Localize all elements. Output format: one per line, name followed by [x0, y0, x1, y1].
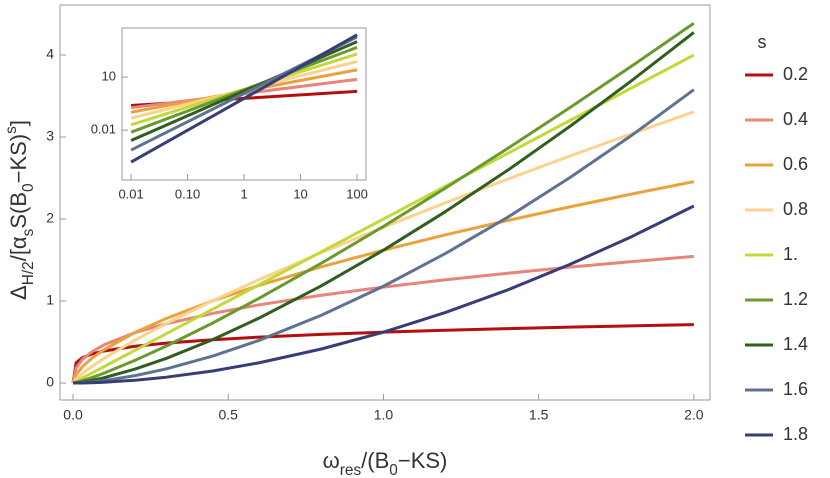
y-axis-label: ΔH/2/[αsS(B0−KS)s]: [3, 120, 37, 300]
legend-label: 1.2: [783, 289, 808, 309]
x-axis-label: ωres/(B0−KS): [323, 448, 448, 478]
y-axis-label-part: S(B: [6, 192, 31, 229]
x-axis-label-part: 0: [389, 462, 398, 478]
legend-label: 0.4: [783, 109, 808, 129]
series-line: [72, 22, 695, 385]
y-tick-label: 1: [46, 292, 54, 308]
x-tick-label: 0.0: [63, 407, 83, 423]
series-line: [73, 204, 695, 385]
y-axis-label-part: s: [20, 228, 37, 236]
x-axis-label-part: ω: [323, 448, 340, 473]
legend-label: 1.4: [783, 334, 808, 354]
x-tick-label: 0.10: [175, 186, 200, 201]
y-axis-label-part: s: [3, 126, 20, 134]
series-line: [130, 33, 358, 164]
series-line: [71, 180, 695, 384]
y-axis-label-part: −KS): [6, 134, 31, 184]
y-axis-label-part: 0: [20, 183, 37, 192]
x-tick-label: 100: [346, 186, 368, 201]
legend-title: s: [758, 32, 767, 52]
y-axis-label-part: Δ: [6, 285, 31, 300]
plot-area: [71, 22, 695, 385]
y-axis-label-part: H/2: [20, 261, 37, 285]
legend-label: 1.: [783, 244, 798, 264]
plot-area: [130, 33, 358, 164]
x-axis-label-part: −KS): [398, 448, 448, 473]
legend-label: 0.6: [783, 154, 808, 174]
series-line: [130, 40, 358, 142]
series-line: [72, 53, 695, 385]
legend-label: 0.8: [783, 199, 808, 219]
y-tick-label: 0.01: [91, 122, 116, 137]
x-axis-label-part: /(B: [361, 448, 389, 473]
x-tick-label: 1.0: [374, 407, 394, 423]
y-tick-label: 10: [102, 69, 116, 84]
y-tick-label: 4: [46, 46, 54, 62]
x-tick-label: 0.01: [118, 186, 143, 201]
legend-label: 0.2: [783, 64, 808, 84]
x-tick-label: 0.5: [219, 407, 239, 423]
legend-label: 1.6: [783, 379, 808, 399]
series-line: [71, 110, 695, 384]
x-tick-label: 2.0: [684, 407, 704, 423]
y-tick-label: 2: [46, 210, 54, 226]
legend-label: 1.8: [783, 424, 808, 444]
y-axis-label-part: /[α: [6, 236, 31, 261]
y-tick-label: 0: [46, 374, 54, 390]
x-tick-label: 1: [240, 186, 247, 201]
y-tick-label: 3: [46, 128, 54, 144]
x-tick-label: 1.5: [529, 407, 549, 423]
plot-frame: [59, 4, 711, 401]
y-axis-label-part: ]: [6, 120, 31, 126]
x-axis-label-part: res: [340, 462, 362, 478]
x-tick-label: 10: [293, 186, 307, 201]
